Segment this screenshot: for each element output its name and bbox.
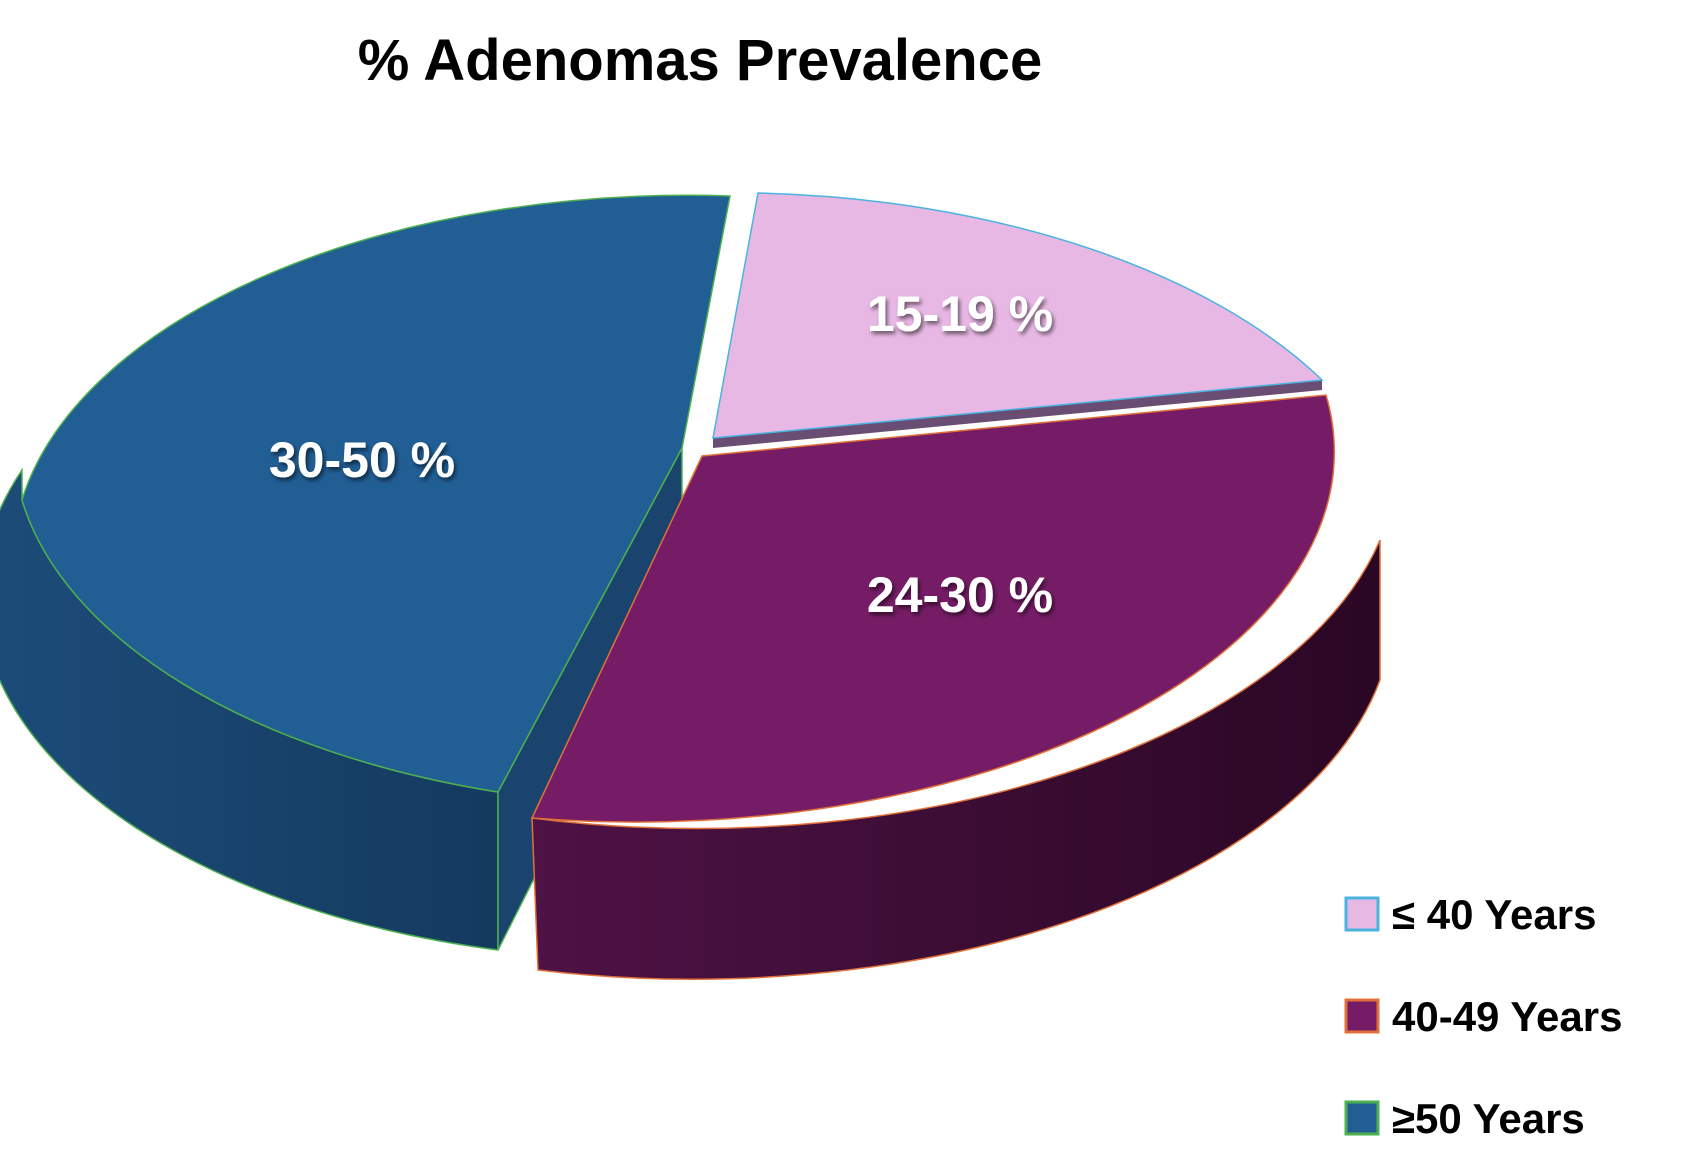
legend-label-40-49: 40-49 Years <box>1392 993 1622 1040</box>
slice-40-49-label: 24-30 % <box>867 567 1053 623</box>
legend-item-50-plus: ≥50 Years <box>1344 1095 1585 1142</box>
slice-40-49-side <box>531 539 1381 980</box>
legend-swatch-under-40 <box>1344 896 1380 932</box>
legend-item-under-40: ≤ 40 Years <box>1344 891 1596 938</box>
slice-40-49 <box>530 394 1381 980</box>
slice-40-49-top <box>530 394 1336 823</box>
legend-swatch-50-plus <box>1344 1100 1380 1136</box>
slice-under-40-side <box>713 380 1322 448</box>
legend-label-under-40: ≤ 40 Years <box>1392 891 1596 938</box>
legend-swatch-40-49 <box>1344 998 1380 1034</box>
legend-item-40-49: 40-49 Years <box>1344 993 1622 1040</box>
slice-under-40 <box>712 192 1324 448</box>
slice-50-plus-top <box>21 194 731 793</box>
legend: ≤ 40 Years 40-49 Years ≥50 Years <box>1344 891 1622 1142</box>
slice-50-plus-label: 30-50 % <box>269 432 455 488</box>
chart-title: % Adenomas Prevalence <box>358 28 1043 93</box>
slice-under-40-top <box>712 192 1324 439</box>
slice-under-40-label: 15-19 % <box>867 286 1053 342</box>
legend-label-50-plus: ≥50 Years <box>1392 1095 1585 1142</box>
